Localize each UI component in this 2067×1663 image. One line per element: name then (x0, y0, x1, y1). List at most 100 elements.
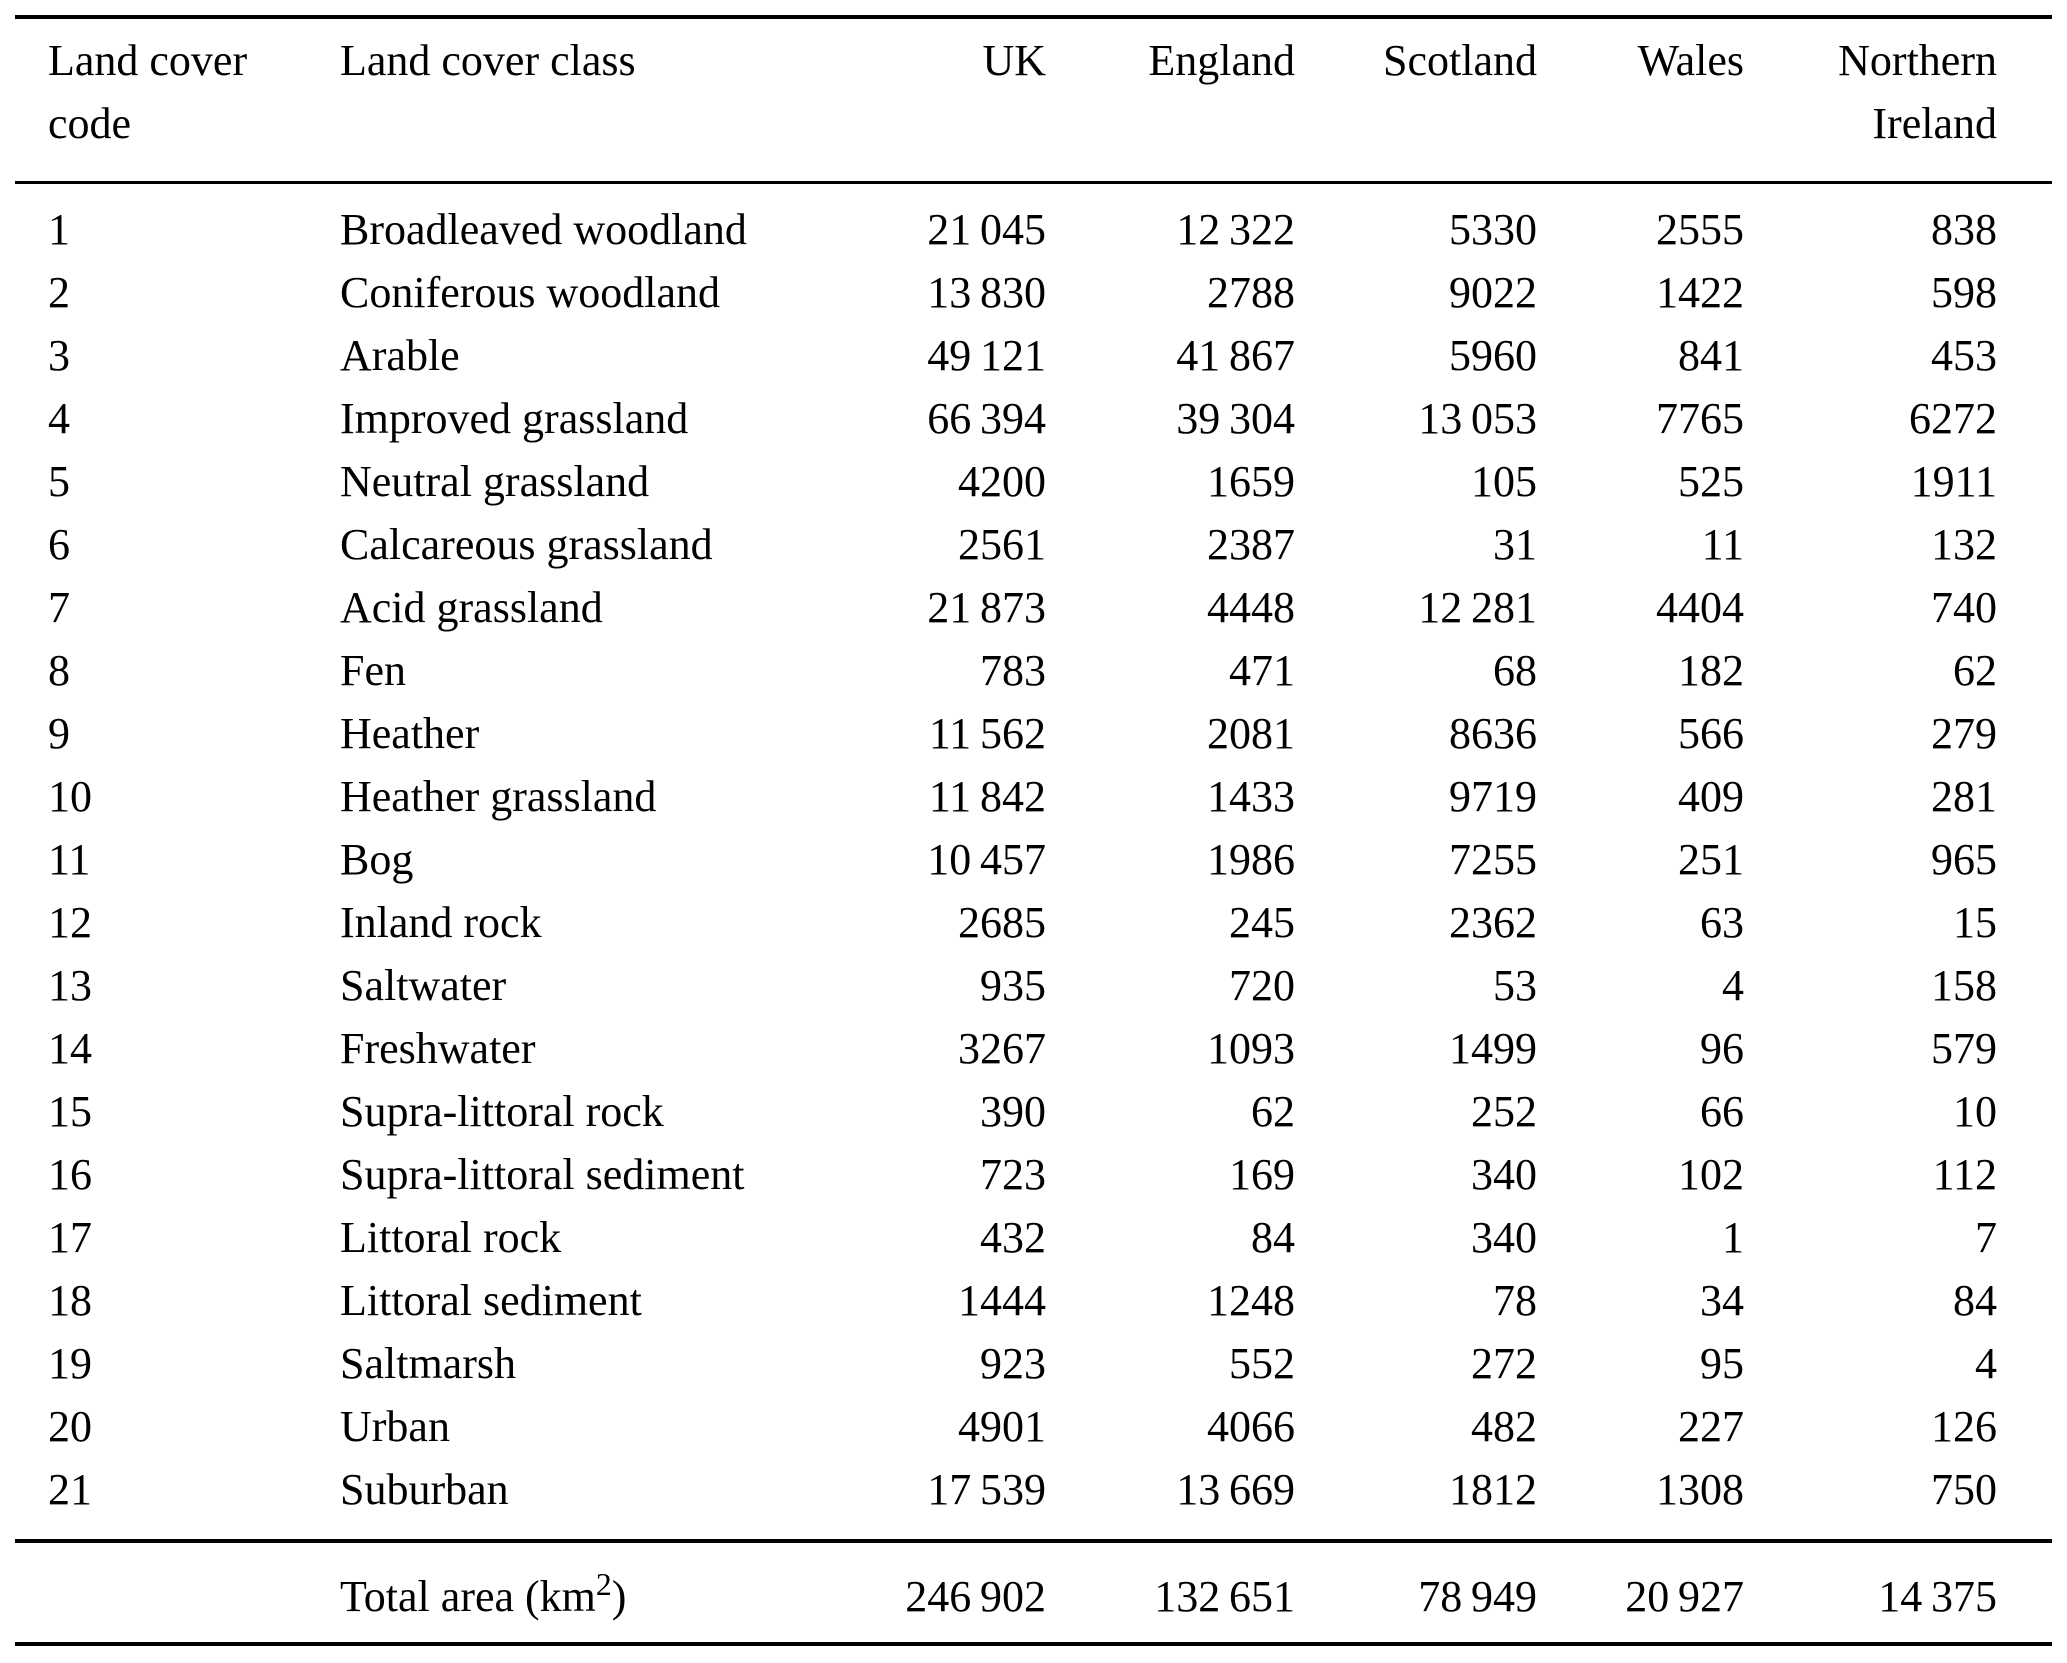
cell-scotland: 340 (1471, 1150, 1537, 1199)
table-row: 11 Bog 10 457 1986 7255 251 965 (15, 828, 2052, 891)
cell-scotland: 9022 (1449, 268, 1537, 317)
cell-uk: 1444 (958, 1276, 1046, 1325)
cell-scotland: 12 281 (1418, 583, 1537, 632)
total-cell-northern-ireland: 14 375 (1878, 1572, 1997, 1621)
cell-wales: 1422 (1656, 268, 1744, 317)
cell-northern-ireland: 838 (1931, 205, 1997, 254)
cell-scotland: 105 (1471, 457, 1537, 506)
table-row: 3 Arable 49 121 41 867 5960 841 453 (15, 324, 2052, 387)
table-row: 14 Freshwater 3267 1093 1499 96 579 (15, 1017, 2052, 1080)
cell-wales: 34 (1700, 1276, 1744, 1325)
cell-land-cover-class: Saltmarsh (340, 1339, 516, 1388)
header-rule (15, 181, 2052, 184)
cell-england: 4066 (1207, 1402, 1295, 1451)
cell-land-cover-class: Inland rock (340, 898, 542, 947)
cell-northern-ireland: 132 (1931, 520, 1997, 569)
cell-northern-ireland: 15 (1953, 898, 1997, 947)
pre-total-rule (15, 1539, 2052, 1543)
cell-england: 2387 (1207, 520, 1295, 569)
table-row: 17 Littoral rock 432 84 340 1 7 (15, 1206, 2052, 1269)
col-header-scotland: Scotland (1383, 36, 1537, 85)
cell-land-cover-class: Heather (340, 709, 480, 758)
cell-land-cover-code: 16 (48, 1150, 92, 1199)
cell-scotland: 9719 (1449, 772, 1537, 821)
table-row: 5 Neutral grassland 4200 1659 105 525 19… (15, 450, 2052, 513)
table-row: 18 Littoral sediment 1444 1248 78 34 84 (15, 1269, 2052, 1332)
cell-land-cover-class: Littoral rock (340, 1213, 562, 1262)
cell-wales: 4404 (1656, 583, 1744, 632)
cell-england: 84 (1251, 1213, 1295, 1262)
table-row: 21 Suburban 17 539 13 669 1812 1308 750 (15, 1458, 2052, 1521)
cell-scotland: 272 (1471, 1339, 1537, 1388)
cell-wales: 1308 (1656, 1465, 1744, 1514)
cell-scotland: 53 (1493, 961, 1537, 1010)
cell-uk: 21 873 (927, 583, 1046, 632)
cell-wales: 182 (1678, 646, 1744, 695)
cell-england: 2081 (1207, 709, 1295, 758)
total-cell-scotland: 78 949 (1418, 1572, 1537, 1621)
cell-wales: 11 (1701, 520, 1744, 569)
cell-scotland: 68 (1493, 646, 1537, 695)
cell-northern-ireland: 158 (1931, 961, 1997, 1010)
cell-land-cover-code: 12 (48, 898, 92, 947)
total-row: Total area (km2) 246 902 132 651 78 949 … (15, 1543, 2052, 1642)
cell-land-cover-class: Heather grassland (340, 772, 657, 821)
cell-england: 1248 (1207, 1276, 1295, 1325)
cell-land-cover-code: 17 (48, 1213, 92, 1262)
cell-land-cover-code: 11 (48, 835, 91, 884)
cell-land-cover-class: Saltwater (340, 961, 507, 1010)
table-row: 9 Heather 11 562 2081 8636 566 279 (15, 702, 2052, 765)
cell-land-cover-code: 7 (48, 583, 70, 632)
total-cell-wales: 20 927 (1625, 1572, 1744, 1621)
cell-uk: 21 045 (927, 205, 1046, 254)
cell-northern-ireland: 4 (1975, 1339, 1997, 1388)
cell-scotland: 1812 (1449, 1465, 1537, 1514)
cell-northern-ireland: 126 (1931, 1402, 1997, 1451)
table-row: 8 Fen 783 471 68 182 62 (15, 639, 2052, 702)
cell-uk: 66 394 (927, 394, 1046, 443)
cell-scotland: 482 (1471, 1402, 1537, 1451)
total-label-suffix: ) (611, 1572, 627, 1621)
cell-uk: 4901 (958, 1402, 1046, 1451)
cell-land-cover-class: Freshwater (340, 1024, 536, 1073)
total-cell-england: 132 651 (1154, 1572, 1295, 1621)
table-row: 2 Coniferous woodland 13 830 2788 9022 1… (15, 261, 2052, 324)
cell-wales: 63 (1700, 898, 1744, 947)
cell-land-cover-code: 14 (48, 1024, 92, 1073)
cell-england: 2788 (1207, 268, 1295, 317)
cell-uk: 783 (980, 646, 1046, 695)
col-header-wales: Wales (1637, 36, 1744, 85)
cell-scotland: 1499 (1449, 1024, 1537, 1073)
cell-wales: 841 (1678, 331, 1744, 380)
table-row: 15 Supra-littoral rock 390 62 252 66 10 (15, 1080, 2052, 1143)
cell-wales: 227 (1678, 1402, 1744, 1451)
cell-england: 245 (1229, 898, 1295, 947)
cell-england: 1433 (1207, 772, 1295, 821)
total-label-prefix: Total area (km (340, 1572, 596, 1621)
cell-scotland: 7255 (1449, 835, 1537, 884)
cell-wales: 1 (1722, 1213, 1744, 1262)
cell-england: 552 (1229, 1339, 1295, 1388)
cell-uk: 49 121 (927, 331, 1046, 380)
cell-land-cover-code: 21 (48, 1465, 92, 1514)
cell-wales: 4 (1722, 961, 1744, 1010)
cell-northern-ireland: 7 (1975, 1213, 1997, 1262)
cell-northern-ireland: 112 (1932, 1150, 1997, 1199)
col-header-uk: UK (982, 36, 1046, 85)
table-row: 20 Urban 4901 4066 482 227 126 (15, 1395, 2052, 1458)
cell-wales: 66 (1700, 1087, 1744, 1136)
cell-wales: 251 (1678, 835, 1744, 884)
cell-land-cover-code: 5 (48, 457, 70, 506)
cell-wales: 95 (1700, 1339, 1744, 1388)
cell-land-cover-class: Improved grassland (340, 394, 689, 443)
total-cell-code (48, 1565, 340, 1628)
bottom-rule (15, 1642, 2052, 1646)
cell-scotland: 8636 (1449, 709, 1537, 758)
cell-wales: 566 (1678, 709, 1744, 758)
cell-uk: 935 (980, 961, 1046, 1010)
col-header-land-cover-class: Land cover class (340, 36, 636, 85)
cell-uk: 17 539 (927, 1465, 1046, 1514)
table-row: 16 Supra-littoral sediment 723 169 340 1… (15, 1143, 2052, 1206)
cell-uk: 723 (980, 1150, 1046, 1199)
cell-england: 41 867 (1176, 331, 1295, 380)
